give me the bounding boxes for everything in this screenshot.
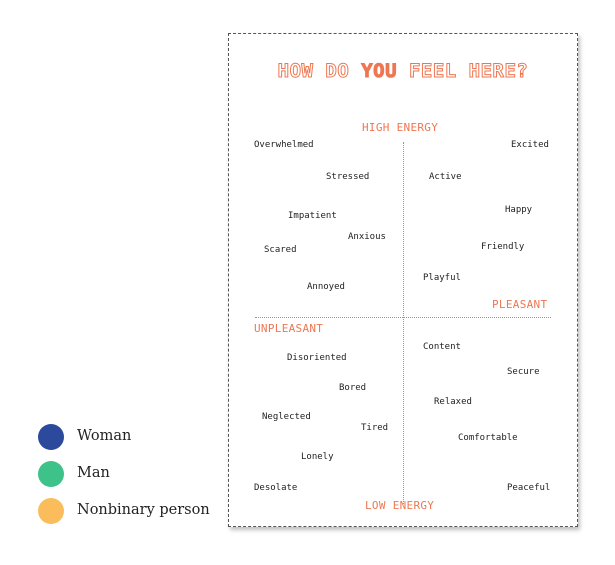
vertical-axis-line [403, 142, 404, 504]
title-emphasis: YOU [361, 60, 398, 83]
mood-word: Playful [423, 273, 461, 283]
mood-word: Impatient [288, 211, 337, 221]
mood-word: Comfortable [458, 433, 518, 443]
mood-word: Stressed [326, 172, 370, 182]
mood-word: Scared [264, 245, 297, 255]
legend-dot-nonbinary [38, 498, 64, 524]
legend-dot-man [38, 461, 64, 487]
poster-title: HOW DO YOU FEEL HERE? [229, 60, 577, 83]
axis-unpleasant: UNPLEASANT [254, 322, 324, 335]
mood-word: Annoyed [307, 282, 345, 292]
legend-label-woman: Woman [77, 428, 132, 444]
axis-pleasant: PLEASANT [492, 298, 548, 311]
legend-label-nonbinary: Nonbinary person [77, 502, 210, 518]
axis-high-energy: HIGH ENERGY [362, 121, 439, 134]
mood-word: Disoriented [287, 353, 347, 363]
mood-word: Friendly [481, 242, 525, 252]
mood-word: Relaxed [434, 397, 472, 407]
title-part-1: HOW DO [277, 60, 362, 83]
mood-word: Content [423, 342, 461, 352]
title-part-2: FEEL HERE? [397, 60, 529, 83]
mood-word: Neglected [262, 412, 311, 422]
mood-word: Happy [505, 205, 533, 215]
mood-word: Peaceful [507, 483, 551, 493]
horizontal-axis-line [255, 317, 551, 318]
mood-word: Secure [507, 367, 540, 377]
legend-label-man: Man [77, 465, 110, 481]
mood-word: Bored [339, 383, 367, 393]
axis-low-energy: LOW ENERGY [365, 499, 435, 512]
mood-word: Tired [361, 423, 389, 433]
mood-poster: HOW DO YOU FEEL HERE? HIGH ENERGY LOW EN… [228, 33, 578, 527]
mood-word: Overwhelmed [254, 140, 314, 150]
mood-word: Active [429, 172, 462, 182]
legend-dot-woman [38, 424, 64, 450]
mood-word: Excited [511, 140, 549, 150]
mood-word: Desolate [254, 483, 298, 493]
mood-word: Lonely [301, 452, 334, 462]
mood-word: Anxious [348, 232, 386, 242]
